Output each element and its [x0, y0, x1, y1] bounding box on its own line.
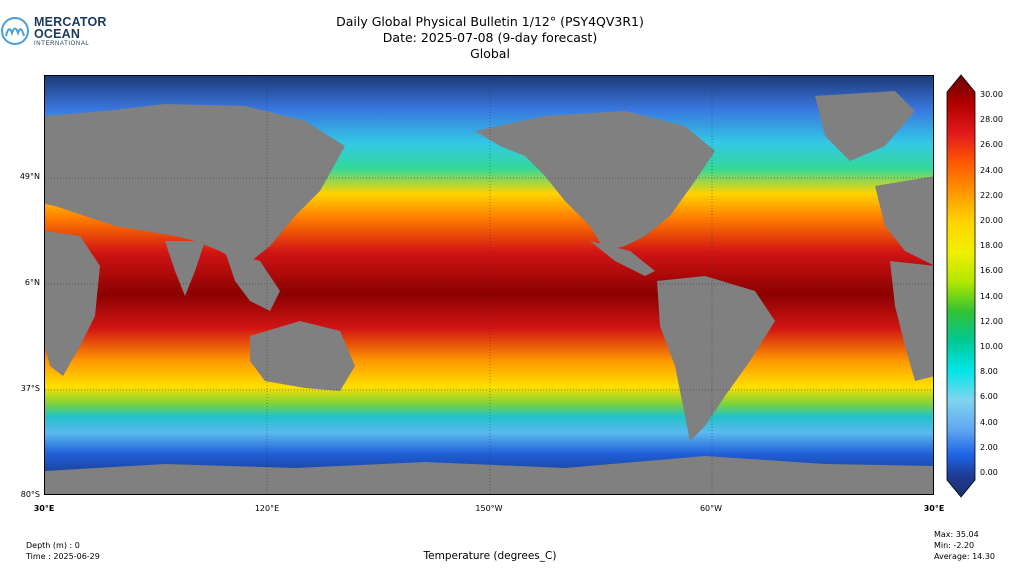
lon-label-30e-right: 30°E [923, 504, 945, 513]
colorbar-tick-label: 28.00 [980, 115, 1003, 125]
min-text: Min: -2.20 [934, 541, 975, 550]
map-svg [45, 76, 933, 494]
colorbar-tick-label: 24.00 [980, 165, 1003, 175]
lat-label-6n: 6°N [24, 278, 40, 287]
title-line-1: Daily Global Physical Bulletin 1/12° (PS… [336, 14, 644, 29]
colorbar-tick-label: 6.00 [980, 392, 998, 402]
lat-label-80s: 80°S [20, 490, 40, 499]
land-africa [45, 231, 100, 376]
title-line-2: Date: 2025-07-08 (9-day forecast) [382, 30, 598, 45]
land-central-america [590, 241, 655, 276]
lon-label-150w: 150°W [475, 504, 503, 513]
colorbar-tick-label: 22.00 [980, 190, 1003, 200]
land-africa-east [890, 261, 933, 381]
chart-title: Daily Global Physical Bulletin 1/12° (PS… [290, 14, 690, 62]
colorbar-tick-label: 30.00 [980, 90, 1003, 99]
logo-line-1: MERCATOR [34, 15, 107, 29]
average-text: Average: 14.30 [934, 552, 995, 561]
depth-time-info: Depth (m) : 0 Time : 2025-06-29 [26, 540, 100, 562]
graticule [45, 76, 933, 494]
colorbar-tick-label: 8.00 [980, 367, 998, 377]
lat-label-37s: 37°S [20, 384, 40, 393]
colorbar-tick-label: 18.00 [980, 241, 1003, 251]
lon-label-30e-left: 30°E [33, 504, 55, 513]
land-greenland [815, 91, 915, 161]
land-india [165, 241, 205, 296]
land-masses [45, 91, 933, 494]
colorbar-tick-label: 4.00 [980, 417, 998, 427]
logo-line-3: INTERNATIONAL [34, 41, 90, 47]
lon-label-120e: 120°E [254, 504, 280, 513]
temperature-map [44, 75, 934, 495]
lat-label-49n: 49°N [19, 172, 40, 181]
colorbar [946, 74, 976, 498]
land-australia [250, 321, 355, 391]
depth-text: Depth (m) : 0 [26, 541, 80, 550]
colorbar-tick-label: 0.00 [980, 468, 998, 477]
colorbar-tick-label: 10.00 [980, 342, 1003, 351]
mercator-logo: MERCATOR OCEAN INTERNATIONAL [0, 14, 110, 50]
colorbar-tick-label: 20.00 [980, 216, 1003, 225]
title-line-3: Global [470, 46, 510, 61]
mercator-logo-icon [1, 17, 29, 45]
colorbar-tick-label: 26.00 [980, 140, 1003, 150]
time-text: Time : 2025-06-29 [26, 552, 100, 561]
colorbar-svg [946, 74, 976, 498]
land-se-asia [225, 251, 280, 311]
land-north-america [475, 111, 715, 251]
land-europe-africa-east [875, 176, 933, 265]
stats-info: Max: 35.04 Min: -2.20 Average: 14.30 [934, 529, 995, 562]
variable-label: Temperature (degrees_C) [423, 550, 557, 562]
colorbar-tick-label: 12.00 [980, 316, 1003, 326]
colorbar-tick-label: 16.00 [980, 266, 1003, 276]
max-text: Max: 35.04 [934, 530, 979, 539]
colorbar-tick-label: 2.00 [980, 442, 998, 452]
land-south-america [657, 276, 775, 441]
land-asia [45, 104, 345, 266]
lon-label-60w: 60°W [699, 504, 723, 513]
logo-line-2: OCEAN [34, 27, 81, 41]
colorbar-tick-label: 14.00 [980, 291, 1003, 301]
